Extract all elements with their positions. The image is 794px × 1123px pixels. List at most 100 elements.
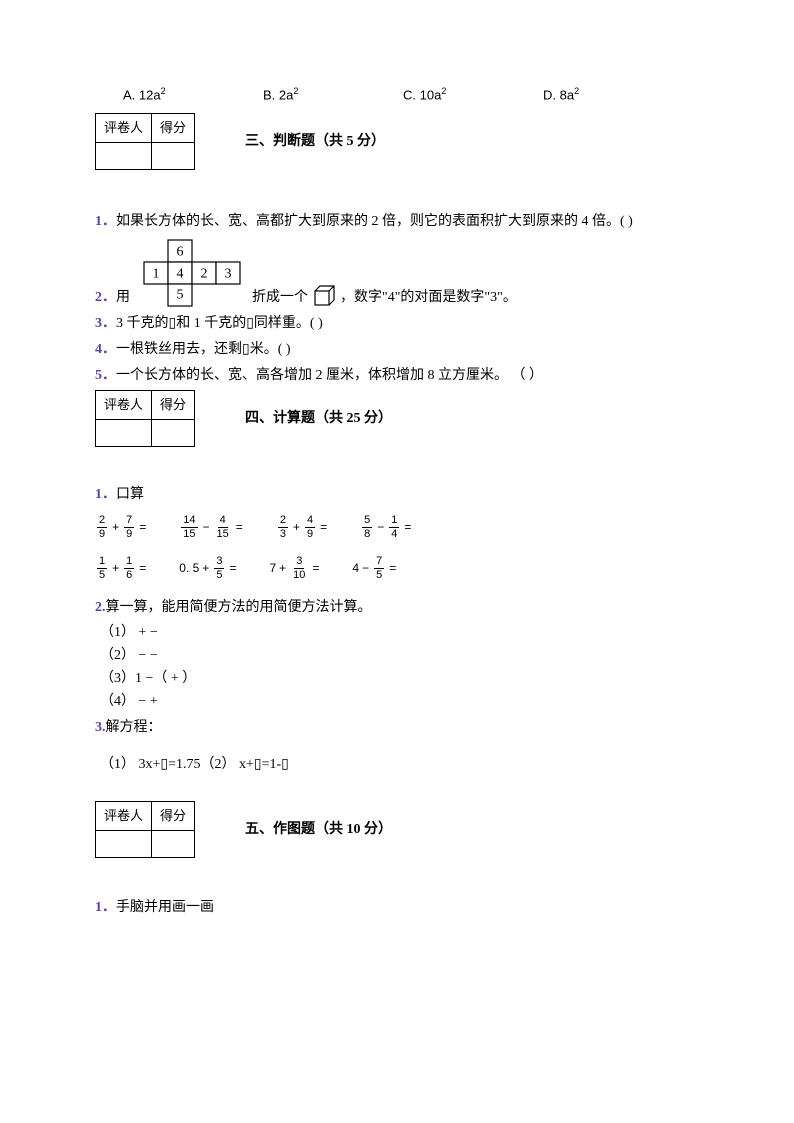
f: 7 [124, 515, 134, 528]
cube-icon [312, 284, 336, 308]
section4-header: 评卷人得分 四、计算题（共 25 分） [95, 390, 699, 447]
s3-q2-pre: 用 [116, 287, 130, 308]
score2-col2: 得分 [152, 390, 195, 419]
f: 9 [305, 528, 315, 540]
s3-q2: 2． 用 6 1 4 2 3 5 折成一个 [95, 236, 699, 308]
frac-row-2: 15 + 16 = 0. 5 + 35 = 7 + 310 = 4 − 75 = [95, 556, 699, 581]
s3-q3-text: 3 千克的▯和 1 千克的▯同样重。( ) [116, 316, 323, 331]
score2-cell1 [96, 419, 152, 446]
f: 1 [97, 556, 107, 569]
s3-q4-num: 4． [95, 342, 116, 357]
s3-q1-text: 如果长方体的长、宽、高都扩大到原来的 2 倍，则它的表面积扩大到原来的 4 倍。… [116, 214, 633, 229]
net-label-6: 6 [177, 244, 184, 259]
f: 4 [389, 528, 399, 540]
eq: = [404, 518, 411, 536]
option-c-text: C. 10a [403, 87, 441, 102]
score-col2: 得分 [152, 113, 195, 142]
eq: = [389, 559, 396, 577]
s5-q1-text: 手脑并用画一画 [116, 900, 214, 915]
op: + [112, 559, 119, 577]
section3-title: 三、判断题（共 5 分） [245, 131, 385, 152]
f: 8 [362, 528, 372, 540]
f: 15 [181, 528, 197, 540]
mc-options: A. 12a2 B. 2a2 C. 10a2 D. 8a2 [95, 85, 699, 105]
f: 2 [97, 515, 107, 528]
score-table-2: 评卷人得分 [95, 390, 195, 447]
s4-q2-s3: （3）1 −（ + ） [100, 668, 699, 689]
s4-q1: 1．口算 [95, 484, 699, 505]
pre: 0. 5 [179, 559, 199, 577]
s4-q3-text: 解方程： [106, 720, 162, 735]
s3-q5-num: 5． [95, 368, 116, 383]
frac-row-1: 29 + 79 = 1415 − 415 = 23 + 49 = 58 − 14… [95, 515, 699, 540]
s4-q3-eq: （1） 3x+▯=1.75（2） x+▯=1-▯ [100, 754, 699, 775]
score3-cell2 [152, 830, 195, 857]
f: 5 [214, 569, 224, 581]
pre: 7 [269, 559, 276, 577]
s4-q2-num: 2. [95, 600, 106, 615]
pre: 4 [352, 559, 359, 577]
eq-r2e1: 15 + 16 = [95, 556, 149, 581]
f: 4 [305, 515, 315, 528]
f: 14 [181, 515, 197, 528]
eq-r2e3: 7 + 310 = [269, 556, 322, 581]
eq: = [139, 559, 146, 577]
f: 3 [278, 528, 288, 540]
option-d-text: D. 8a [543, 87, 574, 102]
f: 5 [374, 569, 384, 581]
s3-q3-num: 3． [95, 316, 116, 331]
eq: = [139, 518, 146, 536]
f: 9 [124, 528, 134, 540]
f: 1 [124, 556, 134, 569]
s4-q2-s1: （1） + − [100, 622, 699, 643]
score2-cell2 [152, 419, 195, 446]
cube-net-icon: 6 1 4 2 3 5 [136, 236, 246, 308]
f: 6 [124, 569, 134, 581]
s4-q1-num: 1． [95, 487, 116, 502]
op: + [279, 559, 286, 577]
score-cell1 [96, 142, 152, 169]
s4-q2: 2.算一算，能用简便方法的用简便方法计算。 [95, 597, 699, 618]
eq: = [320, 518, 327, 536]
s3-q2-mid: 折成一个 [252, 287, 308, 308]
option-d: D. 8a2 [543, 85, 683, 105]
section5-header: 评卷人得分 五、作图题（共 10 分） [95, 801, 699, 858]
s3-q2-num: 2． [95, 287, 116, 308]
op: − [362, 559, 369, 577]
net-label-1: 1 [153, 266, 160, 281]
option-d-sup: 2 [574, 86, 579, 96]
eq-r1e4: 58 − 14 = [360, 515, 414, 540]
s3-q4: 4．一根铁丝用去，还剩▯米。( ) [95, 339, 699, 360]
s3-q1-num: 1． [95, 214, 116, 229]
net-label-2: 2 [201, 266, 208, 281]
eq-r2e2: 0. 5 + 35 = [179, 556, 239, 581]
net-label-4: 4 [177, 266, 184, 281]
s4-q3-num: 3. [95, 720, 106, 735]
score3-col2: 得分 [152, 801, 195, 830]
s4-q2-s4: （4） − + [100, 691, 699, 712]
net-label-3: 3 [225, 266, 232, 281]
option-a-sup: 2 [161, 86, 166, 96]
eq: = [312, 559, 319, 577]
score-col1: 评卷人 [96, 113, 152, 142]
s3-q5: 5．一个长方体的长、宽、高各增加 2 厘米，体积增加 8 立方厘米。 （ ） [95, 365, 699, 386]
section3-header: 评卷人得分 三、判断题（共 5 分） [95, 113, 699, 170]
s4-q2-s2: （2） − − [100, 645, 699, 666]
f: 5 [97, 569, 107, 581]
s3-q2-post: ，数字"4"的对面是数字"3"。 [340, 287, 517, 308]
option-b: B. 2a2 [263, 85, 403, 105]
option-b-text: B. 2a [263, 87, 293, 102]
option-a: A. 12a2 [123, 85, 263, 105]
s4-q2-text: 算一算，能用简便方法的用简便方法计算。 [106, 600, 372, 615]
op: + [293, 518, 300, 536]
eq-r1e3: 23 + 49 = [276, 515, 330, 540]
f: 4 [218, 515, 228, 528]
f: 9 [97, 528, 107, 540]
eq-r1e2: 1415 − 415 = [179, 515, 246, 540]
option-c: C. 10a2 [403, 85, 543, 105]
eq-r1e1: 29 + 79 = [95, 515, 149, 540]
s4-q1-text: 口算 [116, 487, 144, 502]
f: 3 [294, 556, 304, 569]
section5-title: 五、作图题（共 10 分） [245, 819, 392, 840]
score-cell2 [152, 142, 195, 169]
